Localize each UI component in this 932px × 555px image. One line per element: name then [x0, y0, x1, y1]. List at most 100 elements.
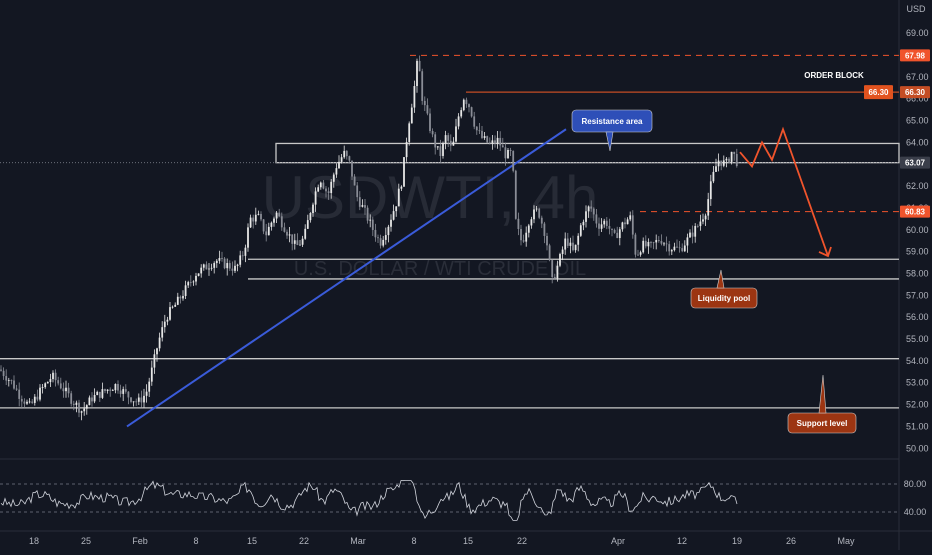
candle-body [522, 240, 525, 242]
time-tick-label: 12 [677, 536, 687, 546]
candle-body [171, 306, 174, 308]
candle-body [722, 160, 725, 166]
candle-body [660, 241, 663, 244]
support-callout-label: Support level [797, 419, 848, 428]
candle-body [132, 401, 135, 403]
candle-body [208, 268, 210, 270]
candle-body [462, 99, 465, 111]
candle-body [525, 232, 528, 242]
candle-body [613, 229, 616, 233]
candle-body [109, 389, 112, 391]
candle-body [733, 151, 736, 154]
candle-body [634, 234, 637, 255]
candle-body [10, 380, 13, 381]
candle-body [223, 258, 226, 269]
candle-body [694, 226, 697, 237]
candle-body [314, 191, 317, 205]
candle-body [330, 181, 333, 194]
candle-body [730, 151, 733, 162]
candle-body [98, 391, 101, 398]
candle-body [249, 217, 252, 228]
price-tag-box [900, 49, 930, 62]
order-block-tag-label: 66.30 [868, 88, 889, 97]
candle-body [197, 273, 200, 276]
candle-body [340, 157, 343, 162]
candle-body [169, 307, 171, 320]
candle-body [215, 260, 218, 264]
time-tick-label: May [837, 536, 855, 546]
oscillator-layer: 80.00 40.00 [0, 479, 926, 521]
candle-body [275, 212, 278, 219]
candle-body [351, 160, 353, 177]
candle-body [210, 267, 213, 269]
candle-body [507, 149, 509, 159]
time-tick-label: 22 [299, 536, 309, 546]
candle-body [551, 260, 554, 277]
candle-body [228, 263, 231, 269]
price-tick-label: 52.00 [906, 400, 929, 410]
price-tick-label: 53.00 [906, 378, 929, 388]
resistance-callout-label: Resistance area [582, 117, 643, 126]
candle-body [436, 146, 439, 148]
time-tick-label: 22 [517, 536, 527, 546]
candle-body [486, 136, 489, 143]
candle-body [234, 265, 236, 271]
candle-body [561, 249, 564, 255]
candle-body [691, 232, 694, 237]
candle-body [618, 229, 621, 239]
candle-body [400, 186, 403, 189]
candle-body [598, 223, 600, 229]
candle-body [166, 319, 169, 322]
candle-body [481, 130, 483, 138]
candle-body [639, 252, 642, 255]
price-tick-label: 55.00 [906, 334, 929, 344]
candle-body [371, 219, 374, 230]
candle-body [200, 267, 203, 274]
candle-body [213, 263, 216, 268]
candle-body [530, 219, 533, 226]
candle-body [574, 244, 577, 251]
candle-body [31, 401, 34, 403]
price-tag-label: 67.98 [905, 51, 926, 60]
candle-body [83, 408, 86, 412]
candle-body [566, 238, 569, 246]
candle-body [637, 254, 639, 256]
time-tick-label: 19 [732, 536, 742, 546]
candle-body [444, 135, 447, 144]
time-tick-label: Mar [350, 536, 366, 546]
candle-body [387, 226, 390, 236]
candle-body [296, 240, 299, 246]
candle-body [119, 390, 122, 394]
candle-body [707, 199, 710, 216]
candle-body [468, 104, 470, 108]
candle-body [150, 367, 153, 382]
candle-body [696, 226, 699, 227]
candle-body [247, 227, 249, 248]
candle-body [93, 395, 96, 402]
candle-body [483, 136, 486, 138]
levels-layer [0, 54, 900, 409]
time-tick-label: Feb [132, 536, 148, 546]
price-tick-label: 65.00 [906, 116, 929, 126]
candle-body [231, 268, 234, 271]
candle-body [361, 205, 364, 207]
candle-body [608, 225, 611, 229]
candle-body [244, 247, 247, 256]
candle-body [135, 401, 138, 403]
candle-body [54, 372, 57, 381]
candle-body [153, 354, 156, 368]
candle-body [13, 380, 15, 389]
candle-body [413, 86, 416, 108]
candle-body [390, 219, 392, 227]
candle-body [423, 100, 426, 106]
candle-body [59, 383, 62, 389]
candle-body [179, 296, 182, 299]
candle-body [67, 387, 70, 394]
candle-body [647, 241, 650, 247]
candle-body [683, 245, 686, 252]
candle-body [548, 245, 551, 261]
candle-body [382, 239, 385, 246]
candle-body [163, 321, 166, 328]
